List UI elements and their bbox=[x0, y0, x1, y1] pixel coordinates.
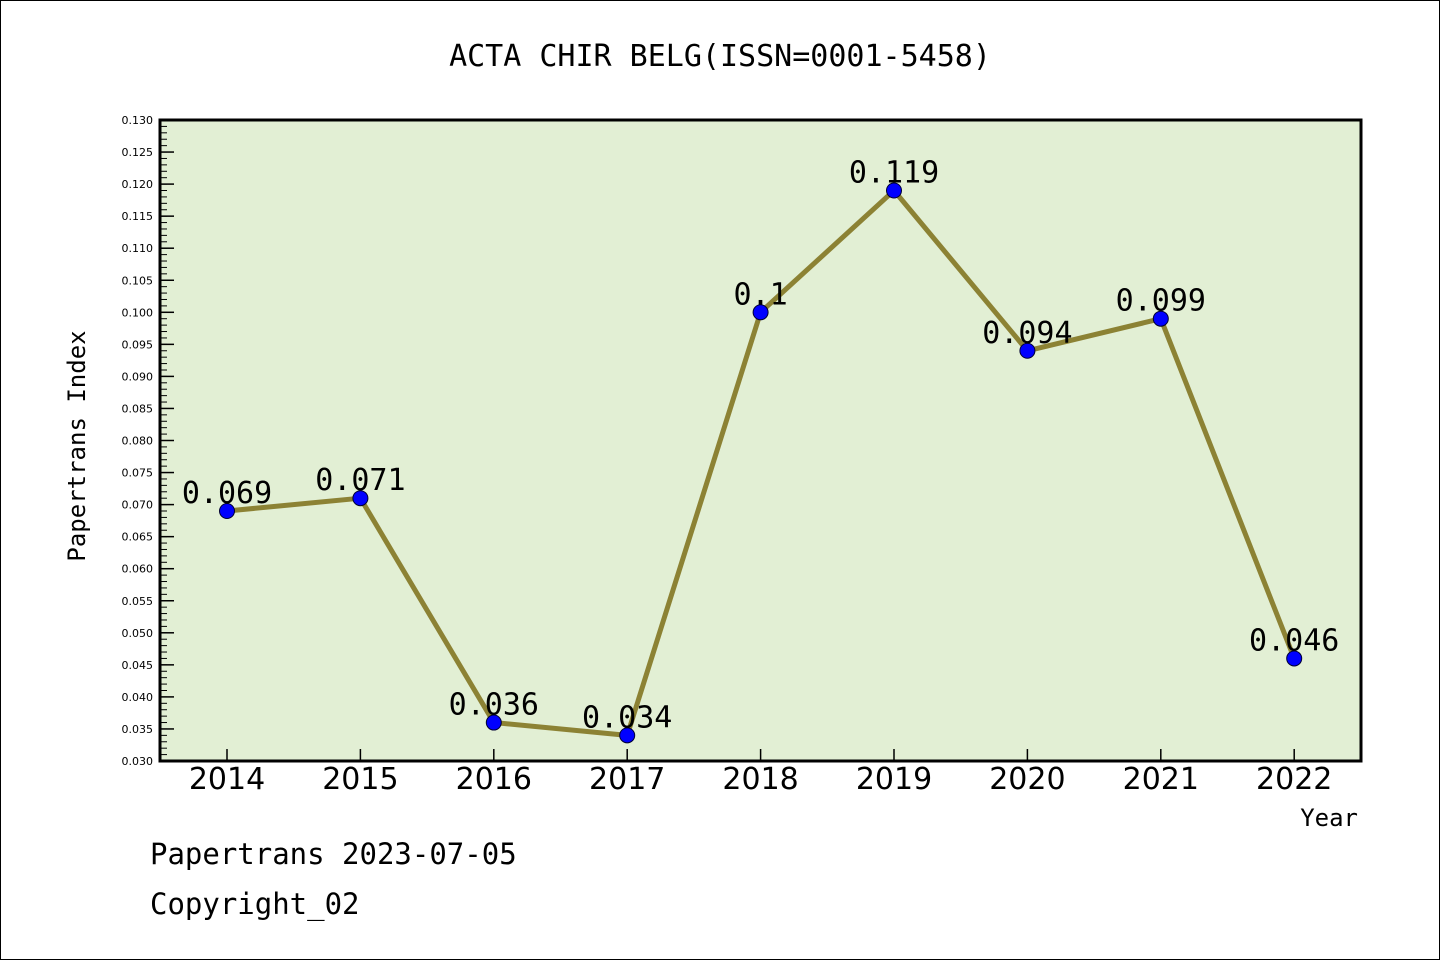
data-point bbox=[1019, 342, 1036, 359]
x-tick-label: 2015 bbox=[322, 762, 398, 797]
y-tick-label: 0.060 bbox=[122, 563, 154, 576]
x-tick-label: 2014 bbox=[189, 762, 265, 797]
data-point bbox=[619, 727, 636, 744]
y-axis-label: Papertrans Index bbox=[63, 330, 91, 561]
footer-copyright: Copyright_02 bbox=[150, 887, 360, 922]
y-tick-label: 0.080 bbox=[122, 435, 154, 448]
x-tick-label: 2022 bbox=[1256, 762, 1332, 797]
chart-title: ACTA CHIR BELG(ISSN=0001-5458) bbox=[449, 39, 991, 74]
x-axis-label: Year bbox=[1300, 804, 1358, 832]
y-tick-label: 0.100 bbox=[122, 306, 154, 319]
data-label: 0.119 bbox=[849, 156, 939, 191]
data-point bbox=[752, 304, 769, 321]
y-tick-label: 0.130 bbox=[122, 114, 154, 127]
y-tick-label: 0.090 bbox=[122, 370, 154, 383]
data-label: 0.1 bbox=[734, 277, 788, 312]
data-point bbox=[1152, 310, 1169, 327]
data-point bbox=[886, 182, 902, 199]
plot-area bbox=[160, 120, 1361, 761]
y-tick-label: 0.070 bbox=[122, 499, 154, 512]
y-tick-label: 0.115 bbox=[122, 210, 154, 223]
y-tick-label: 0.125 bbox=[122, 146, 154, 159]
y-tick-label: 0.055 bbox=[122, 595, 154, 608]
y-tick-label: 0.120 bbox=[122, 178, 154, 191]
y-tick-label: 0.085 bbox=[122, 402, 154, 415]
footer-date: Papertrans 2023-07-05 bbox=[150, 837, 517, 871]
y-tick-label: 0.040 bbox=[122, 691, 154, 704]
y-tick-label: 0.095 bbox=[122, 338, 154, 351]
x-tick-label: 2020 bbox=[989, 762, 1065, 797]
x-tick-label: 2019 bbox=[856, 762, 932, 797]
data-label: 0.034 bbox=[582, 700, 672, 735]
data-point bbox=[485, 714, 502, 731]
data-label: 0.036 bbox=[449, 688, 539, 723]
y-tick-label: 0.035 bbox=[122, 723, 154, 736]
x-tick-label: 2016 bbox=[456, 762, 532, 797]
x-axis-ticks: 2014 2015 2016 2017 2018 2019 2020 2021 2022 bbox=[189, 749, 1332, 797]
y-tick-label: 0.045 bbox=[122, 659, 154, 672]
data-label: 0.071 bbox=[315, 463, 405, 498]
data-label: 0.099 bbox=[1116, 284, 1206, 319]
y-tick-label: 0.110 bbox=[122, 242, 154, 255]
y-tick-label: 0.050 bbox=[122, 627, 154, 640]
data-labels: 0.069 0.071 0.036 0.034 0.1 0.119 0.094 0.099 0.… bbox=[182, 156, 1340, 736]
x-tick-label: 2018 bbox=[722, 762, 798, 797]
data-label: 0.046 bbox=[1249, 623, 1339, 658]
data-point bbox=[1286, 650, 1303, 667]
y-tick-label: 0.075 bbox=[122, 467, 154, 480]
y-tick-label: 0.105 bbox=[122, 274, 154, 287]
y-tick-label: 0.065 bbox=[122, 531, 154, 544]
data-points bbox=[219, 182, 1303, 744]
plot-border bbox=[158, 118, 1363, 763]
data-point bbox=[219, 503, 235, 520]
data-point bbox=[352, 490, 369, 507]
x-tick-label: 2021 bbox=[1123, 762, 1199, 797]
data-label: 0.094 bbox=[982, 316, 1072, 351]
data-label: 0.069 bbox=[182, 476, 272, 511]
y-tick-label: 0.030 bbox=[122, 755, 154, 768]
x-tick-label: 2017 bbox=[589, 762, 665, 797]
y-axis-ticks: 0.030 0.035 0.040 0.045 0.050 0.055 0.060 0.065… bbox=[122, 114, 174, 768]
